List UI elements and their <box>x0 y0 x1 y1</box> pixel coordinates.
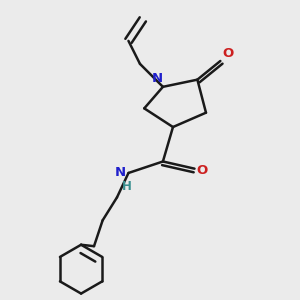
Text: O: O <box>197 164 208 177</box>
Text: O: O <box>223 46 234 60</box>
Text: N: N <box>115 166 126 178</box>
Text: H: H <box>122 180 132 193</box>
Text: N: N <box>152 71 163 85</box>
